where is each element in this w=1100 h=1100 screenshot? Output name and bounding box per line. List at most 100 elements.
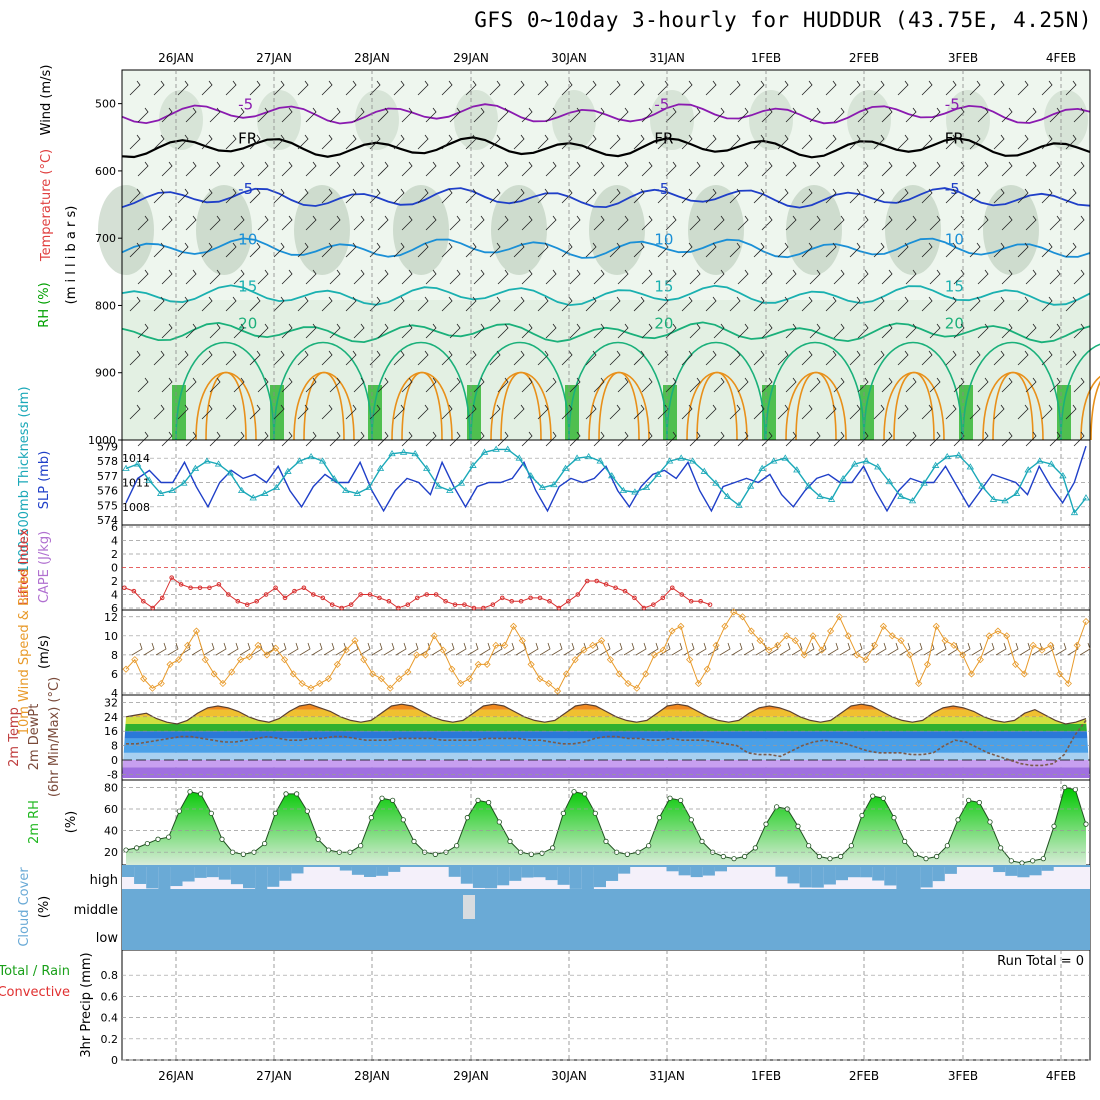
wind-barb: [257, 431, 269, 447]
wind-barb: [881, 323, 893, 339]
wind-barb: [1017, 296, 1029, 312]
wind-speed-point: [915, 679, 923, 688]
wind-barb: [521, 107, 533, 123]
wind-barb: [233, 269, 245, 285]
wind-barb: [545, 107, 557, 123]
wind-barb: [1041, 404, 1053, 420]
wind-barb: [609, 134, 621, 150]
tick-label: 2: [111, 575, 118, 588]
wind-barb: [305, 431, 317, 447]
wind-speed-point: [351, 637, 359, 645]
wind-barb: [929, 431, 941, 447]
rh-point: [1040, 856, 1046, 862]
cloud-high-bar: [351, 867, 364, 875]
wind-barb: [857, 269, 869, 285]
lifted-index-point: [462, 602, 467, 607]
wind-barb: [609, 188, 621, 204]
rh-point: [390, 797, 396, 803]
rh-shade-blob: [946, 90, 990, 150]
wind-barb: [849, 134, 861, 150]
wind-speed-point: [835, 613, 843, 621]
wind-barb: [321, 296, 333, 312]
wind-barb: [129, 242, 141, 258]
wind-barb: [257, 269, 269, 285]
tick-label: 80: [104, 781, 118, 794]
wind-barb: [305, 215, 317, 231]
wind-speed-point: [862, 656, 870, 664]
rh-point: [870, 793, 876, 799]
wind-barb: [593, 269, 605, 285]
wind-barb: [537, 404, 549, 420]
wind-barb: [681, 80, 693, 96]
rh-point: [166, 834, 172, 840]
wind-barb-10m: [671, 642, 683, 656]
wind-speed-point: [923, 660, 932, 668]
wind-barb: [1073, 377, 1085, 393]
wind-barb: [345, 188, 357, 204]
wind-barb-10m: [911, 642, 923, 656]
cloud-category-middle: middle: [74, 903, 118, 918]
wind-barb-10m: [1043, 642, 1055, 656]
wind-barb: [465, 134, 477, 150]
wind-speed-point: [342, 646, 350, 654]
wind-barb: [353, 269, 365, 285]
thickness-point: [689, 457, 697, 464]
wind-barb: [713, 269, 725, 285]
contour-label: -5: [654, 96, 669, 114]
temp-band: [122, 731, 1090, 739]
precip-axis-label: Total / Rain: [0, 964, 70, 979]
wind-barb-10m: [887, 642, 899, 656]
wind-barb: [1001, 107, 1013, 123]
wind-speed-point: [712, 641, 720, 649]
cloud-high-bar: [569, 867, 582, 889]
lifted-index-point: [433, 592, 439, 597]
warm-contour: [893, 372, 935, 441]
wind-barb: [857, 215, 869, 231]
rh-shade-green: [762, 385, 776, 440]
tick-label: 574: [97, 514, 118, 527]
wind-barb: [537, 134, 549, 150]
wind-barb: [825, 350, 837, 366]
wind-barb: [377, 269, 389, 285]
thickness-point: [249, 494, 257, 501]
wind-barb: [809, 269, 821, 285]
wind-barb: [945, 296, 957, 312]
wind-barb: [569, 161, 581, 177]
wind-barb: [633, 80, 645, 96]
thickness-point: [226, 469, 234, 476]
wind-barb-10m: [455, 642, 467, 656]
wind-speed-point: [386, 684, 394, 692]
wind-barb: [969, 80, 981, 96]
wind-speed-point: [545, 679, 553, 688]
wind-barb: [305, 161, 317, 177]
wind-barb: [833, 377, 845, 393]
wind-barb: [785, 323, 797, 339]
wind-speed-point: [1064, 679, 1072, 688]
wind-barb: [641, 323, 653, 339]
lifted-index-point: [556, 605, 562, 611]
tick-label: 10: [104, 630, 118, 643]
tick-label: 6: [111, 602, 118, 615]
wind-barb: [777, 350, 789, 366]
wind-barb-10m: [647, 642, 659, 656]
tick-label: 700: [95, 232, 116, 245]
wind-barb: [489, 242, 501, 258]
rh-point: [955, 817, 961, 823]
temperature-contour: [121, 136, 1091, 159]
wind-barb: [497, 323, 509, 339]
wind-barb: [801, 404, 813, 420]
rh-point: [475, 797, 481, 803]
wind-barb: [1073, 107, 1085, 123]
cloud-high-bar: [714, 867, 727, 872]
cloud-high-bar: [787, 867, 800, 884]
wind-barb: [329, 269, 341, 285]
wind-speed-point: [474, 660, 482, 668]
wind-speed-point: [756, 637, 764, 645]
wind-barb: [825, 296, 837, 312]
wind-speed-point: [298, 679, 306, 688]
contour-label: 15: [238, 277, 257, 295]
date-label-bottom: 31JAN: [649, 1069, 685, 1083]
cloud-high-bar: [1017, 867, 1030, 878]
cloud-high-bar: [799, 867, 812, 888]
thickness-point: [503, 445, 512, 452]
